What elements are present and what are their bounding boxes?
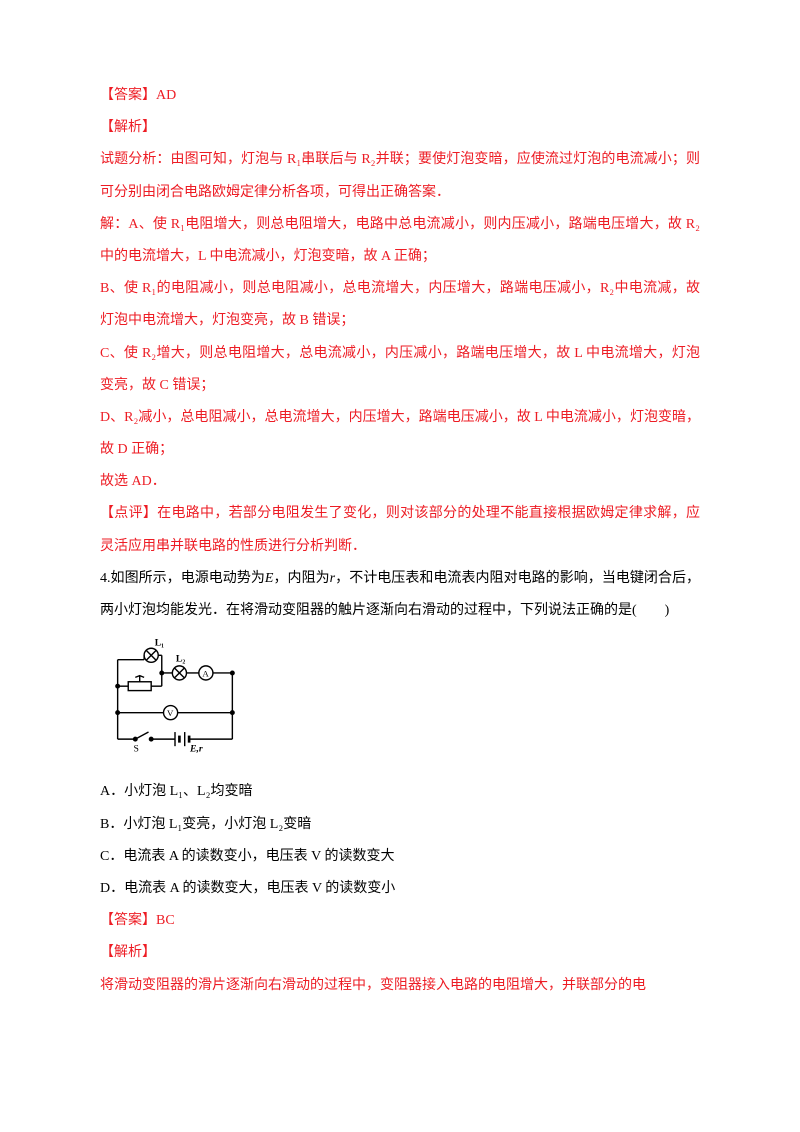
label-L2: L₂ — [176, 654, 185, 665]
analysis-label: 【解析】 — [100, 120, 156, 135]
comment-text: 在电路中，若部分电阻发生了变化，则对该部分的处理不能直接根据欧姆定律求解，应灵活… — [100, 506, 700, 553]
q4-stem2: ，内阻为 — [273, 571, 329, 586]
comment-line: 【点评】在电路中，若部分电阻发生了变化，则对该部分的处理不能直接根据欧姆定律求解… — [100, 498, 700, 562]
label-Er: E,r — [189, 744, 203, 755]
label-S: S — [134, 744, 139, 755]
q4-optA: A．小灯泡 L₁、L₂均变暗 — [100, 776, 700, 808]
q4-number: 4. — [100, 571, 111, 586]
analysis4-text: 将滑动变阻器的滑片逐渐向右滑动的过程中，变阻器接入电路的电阻增大，并联部分的电 — [100, 970, 700, 1002]
answer-line: 【答案】AD — [100, 80, 700, 112]
analysis-optD: D、R₂减小，总电阻减小，总电流增大，内压增大，路端电压减小，故 L 中电流减小… — [100, 402, 700, 466]
q4-optC: C．电流表 A 的读数变小，电压表 V 的读数变大 — [100, 841, 700, 873]
comment-label: 【点评】 — [100, 506, 157, 521]
answer-value: AD — [156, 88, 176, 103]
circuit-diagram: L₁ L₂ — [100, 633, 250, 770]
q4-stem1: 如图所示，电源电动势为 — [111, 571, 265, 586]
analysis-optA: 解：A、使 R₁电阻增大，则总电阻增大，电路中总电流减小，则内压减小，路端电压增… — [100, 209, 700, 273]
q4-optD: D．电流表 A 的读数变大，电压表 V 的读数变小 — [100, 873, 700, 905]
label-L1: L₁ — [155, 638, 164, 649]
analysis-conclusion: 故选 AD． — [100, 466, 700, 498]
analysis-label-line: 【解析】 — [100, 112, 700, 144]
analysis-optC: C、使 R₂增大，则总电阻增大，总电流减小，内压减小，路端电压增大，故 L 中电… — [100, 338, 700, 402]
answer-label: 【答案】 — [100, 88, 156, 103]
analysis4-label: 【解析】 — [100, 945, 156, 960]
analysis-optB: B、使 R₁的电阻减小，则总电阻减小，总电流增大，内压增大，路端电压减小，R₂中… — [100, 273, 700, 337]
analysis-intro: 试题分析：由图可知，灯泡与 R₁串联后与 R₂并联；要使灯泡变暗，应使流过灯泡的… — [100, 144, 700, 208]
answer4-line: 【答案】BC — [100, 905, 700, 937]
page: 【答案】AD 【解析】 试题分析：由图可知，灯泡与 R₁串联后与 R₂并联；要使… — [0, 0, 800, 1132]
answer4-value: BC — [156, 913, 175, 928]
solve-prefix: 解： — [100, 217, 128, 232]
label-A: A — [202, 669, 209, 679]
question-4-stem: 4.如图所示，电源电动势为E，内阻为r，不计电压表和电流表内阻对电路的影响，当电… — [100, 563, 700, 627]
analysis4-label-line: 【解析】 — [100, 937, 700, 969]
answer4-label: 【答案】 — [100, 913, 156, 928]
q4-optB: B．小灯泡 L₁变亮，小灯泡 L₂变暗 — [100, 809, 700, 841]
optA-text: A、使 R₁电阻增大，则总电阻增大，电路中总电流减小，则内压减小，路端电压增大，… — [100, 217, 700, 264]
label-V: V — [167, 708, 174, 718]
